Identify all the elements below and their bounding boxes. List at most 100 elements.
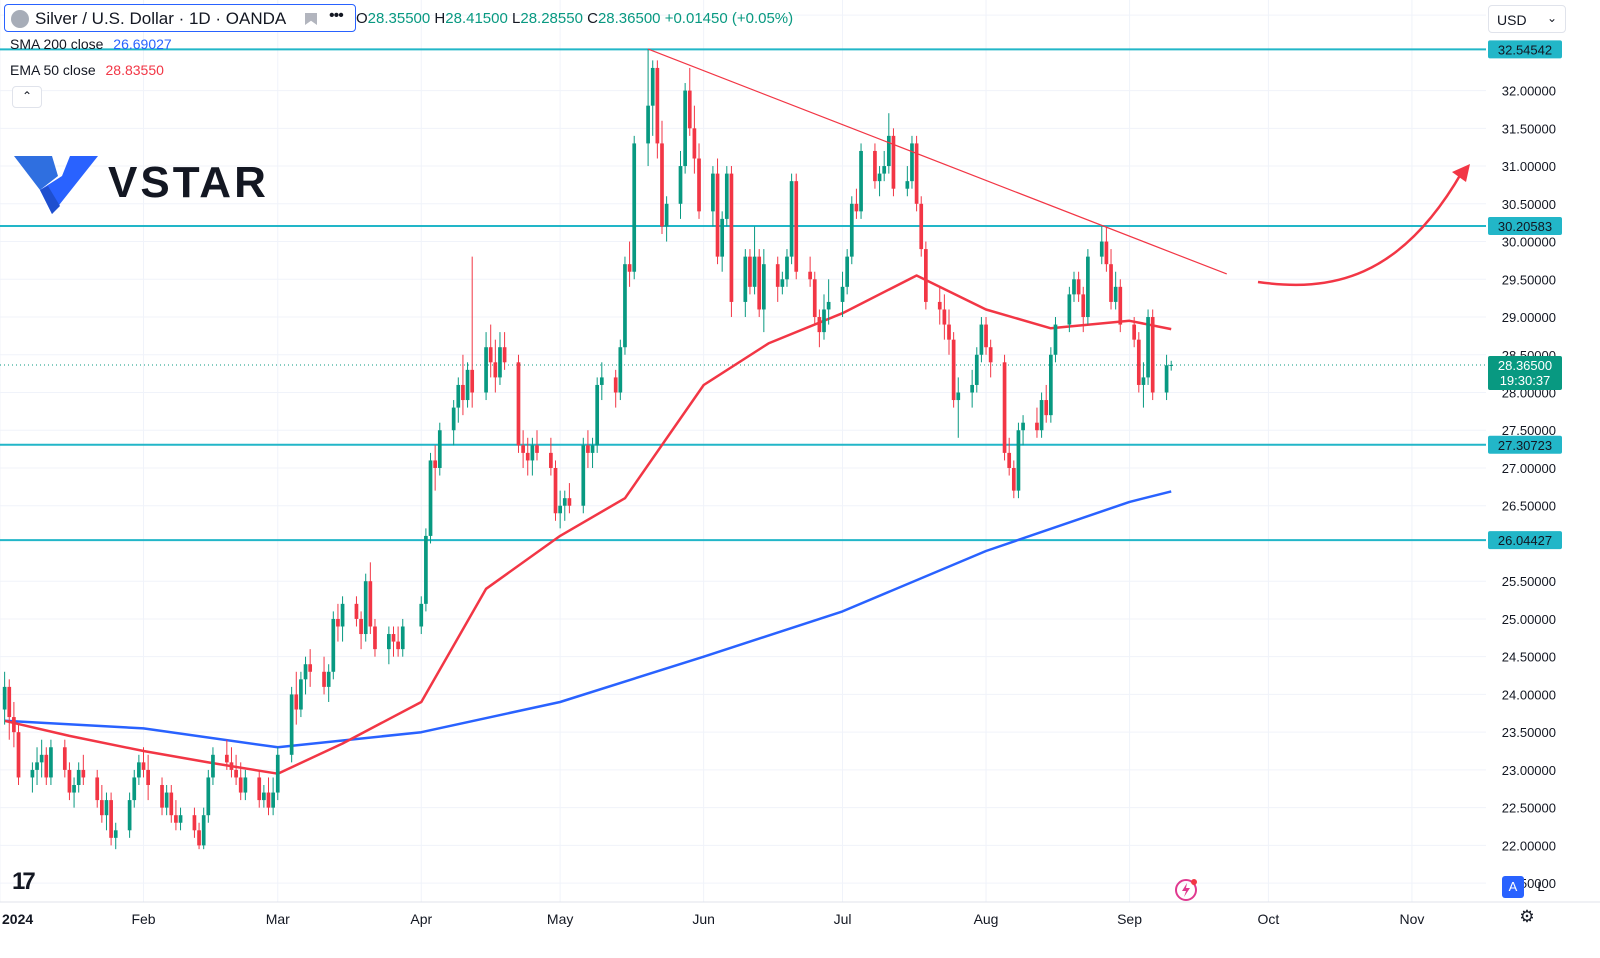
candle — [72, 777, 76, 808]
candle — [678, 150, 683, 219]
candle — [373, 618, 377, 657]
candle-body — [942, 309, 947, 325]
currency-value: USD — [1497, 12, 1527, 28]
candle-body — [761, 264, 766, 310]
candle-body — [1021, 422, 1025, 431]
collapse-legend-button[interactable]: ⌃ — [12, 86, 42, 108]
current-price-label: 28.36500 — [1498, 358, 1552, 373]
candle-body — [812, 279, 817, 318]
candle — [632, 135, 637, 280]
ohlc-high: 28.41500 — [445, 10, 508, 27]
candle — [859, 143, 863, 219]
candle-body — [947, 324, 951, 340]
ohlc-change: +0.01450 (+0.05%) — [664, 10, 794, 27]
time-axis[interactable]: 2024 Feb Mar Apr May Jun Jul Aug Sep Oct Nov — [0, 901, 1600, 927]
candle — [1067, 286, 1072, 333]
candle-body — [1136, 339, 1141, 385]
candle-body — [44, 754, 49, 778]
ema50-line — [4, 274, 1172, 775]
ohlc-open: 28.35500 — [367, 10, 431, 27]
candle-body — [12, 717, 16, 733]
flag-icon[interactable] — [305, 13, 317, 25]
auto-scale-button[interactable]: A — [1502, 876, 1524, 898]
time-tick-label: Aug — [974, 911, 999, 927]
candle — [1141, 362, 1146, 408]
candle-body — [30, 769, 35, 778]
candle — [178, 807, 183, 831]
candle — [1104, 226, 1109, 272]
candle-body — [451, 407, 456, 431]
candle-body — [905, 181, 910, 189]
candle-body — [257, 777, 262, 801]
resistance-trendline — [647, 48, 1227, 275]
candle-body — [1016, 430, 1021, 491]
time-tick-label: Jul — [834, 911, 852, 927]
level-price-label: 26.04427 — [1498, 533, 1552, 548]
candle — [1053, 317, 1058, 363]
candle — [67, 762, 72, 801]
indicator-sma200[interactable]: SMA 200 close 26.69027 — [10, 36, 172, 52]
price-tick-label: 29.50000 — [1502, 272, 1556, 287]
candle-body — [229, 762, 234, 770]
log-scale-button[interactable]: L — [1537, 879, 1545, 894]
candle — [1169, 360, 1174, 371]
symbol-selector[interactable]: Silver / U.S. Dollar · 1D · OANDA ••• — [4, 4, 356, 32]
candle — [761, 249, 766, 333]
candle — [882, 150, 887, 182]
ellipsis-icon[interactable]: ••• — [329, 7, 344, 24]
candle-body — [49, 747, 53, 778]
candle — [627, 241, 632, 287]
chart-grid — [0, 0, 1486, 902]
candle-body — [618, 347, 623, 393]
time-tick-label: Jun — [692, 911, 715, 927]
candle-body — [632, 143, 637, 272]
candle — [618, 339, 623, 401]
candle — [44, 747, 49, 786]
candle — [979, 317, 984, 363]
candle — [160, 777, 164, 816]
gear-icon[interactable]: ⚙ — [1519, 907, 1535, 926]
tradingview-logo[interactable]: 17 — [12, 868, 36, 895]
candle-body — [192, 815, 197, 831]
lightning-icon[interactable] — [1174, 878, 1198, 902]
ohlc-low-key: L — [512, 10, 521, 27]
candle-body — [428, 460, 433, 536]
candle-body — [470, 369, 475, 393]
candle — [1113, 271, 1118, 310]
candle — [845, 249, 850, 295]
candle-body — [271, 792, 275, 808]
candle — [391, 626, 396, 657]
indicator-sma200-value: 26.69027 — [113, 36, 172, 52]
candle — [521, 430, 525, 468]
candle-body — [780, 279, 785, 287]
candle — [271, 777, 275, 816]
indicator-ema50[interactable]: EMA 50 close 28.83550 — [10, 62, 164, 78]
price-tick-label: 27.50000 — [1502, 423, 1556, 438]
candle-body — [752, 256, 757, 287]
candle-body — [2, 686, 7, 710]
currency-select[interactable]: USD ⌄ — [1488, 5, 1566, 33]
candle-body — [567, 498, 572, 506]
candle-body — [873, 150, 877, 182]
level-price-tag — [1488, 531, 1562, 550]
candle-body — [595, 384, 600, 446]
candle — [530, 437, 535, 476]
candle — [322, 656, 326, 695]
candle-body — [359, 618, 363, 635]
candle-body — [1104, 241, 1109, 265]
candle — [331, 611, 336, 680]
candle-body — [748, 256, 752, 287]
candle — [164, 785, 169, 816]
current-price-tag — [1488, 355, 1562, 390]
candle — [1039, 392, 1044, 438]
candle-body — [859, 150, 863, 212]
candle-body — [400, 626, 405, 650]
ohlc-readout: O28.35500 H28.41500 L28.28550 C28.36500 … — [356, 10, 793, 27]
candle-body — [581, 445, 586, 506]
candle-body — [1164, 365, 1169, 393]
candle-body — [137, 762, 141, 778]
time-tick-label: Feb — [131, 911, 155, 927]
horizontal-levels — [0, 48, 1486, 542]
candle-body — [211, 754, 215, 778]
